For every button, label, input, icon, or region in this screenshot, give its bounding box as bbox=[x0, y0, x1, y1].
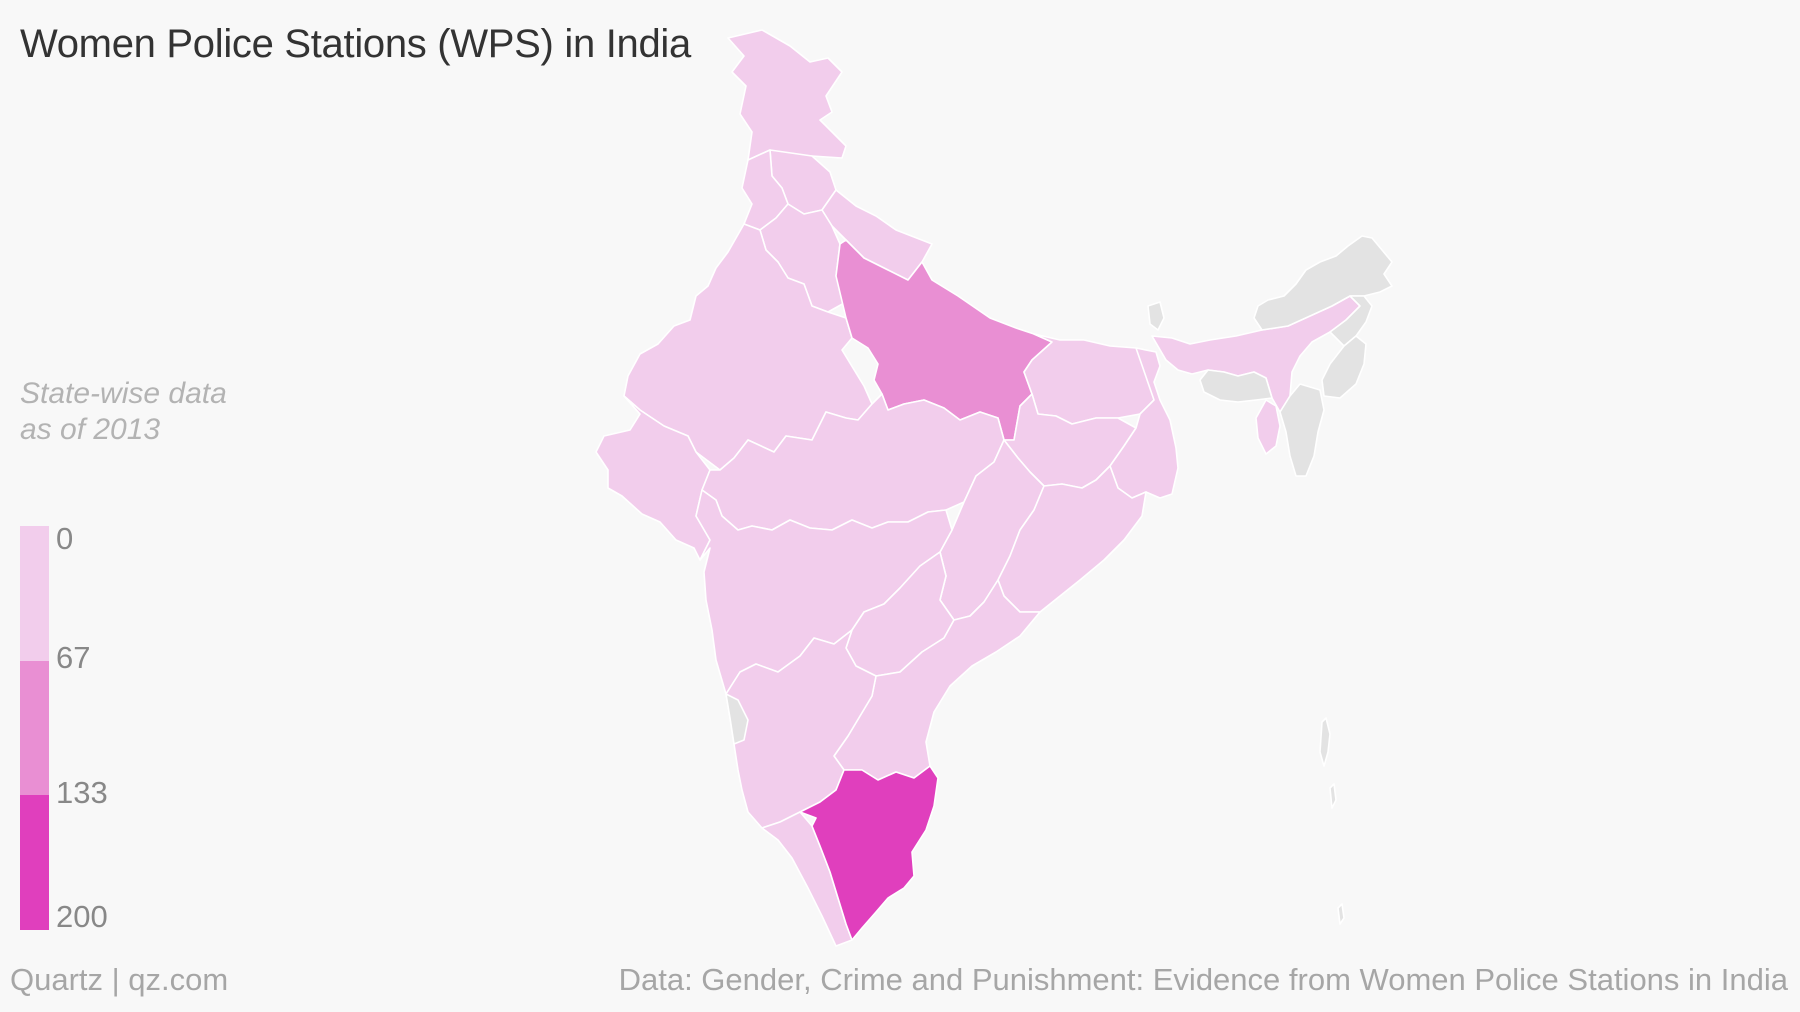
state-tripura bbox=[1255, 399, 1281, 455]
legend-label-133: 133 bbox=[56, 775, 108, 810]
state-manipur bbox=[1321, 335, 1367, 399]
state-arunachal-pradesh bbox=[1253, 235, 1393, 331]
data-source-note: Data: Gender, Crime and Punishment: Evid… bbox=[618, 962, 1788, 997]
legend-caption-line-2: as of 2013 bbox=[20, 413, 161, 446]
source-credit: Quartz | qz.com bbox=[10, 962, 229, 997]
state-sikkim bbox=[1147, 301, 1165, 331]
legend-caption-line-1: State-wise data bbox=[20, 377, 227, 410]
legend-label-200: 200 bbox=[56, 899, 108, 934]
state-meghalaya bbox=[1199, 369, 1273, 403]
legend-label-0: 0 bbox=[56, 521, 74, 556]
state-jammu-and-kashmir bbox=[727, 29, 847, 163]
state-karnataka bbox=[725, 629, 877, 829]
legend-label-67: 67 bbox=[56, 640, 91, 675]
chart-title: Women Police Stations (WPS) in India bbox=[20, 22, 691, 66]
legend-bin-67-133 bbox=[20, 661, 49, 795]
state-gujarat bbox=[595, 395, 711, 561]
legend-bin-133-200 bbox=[20, 795, 49, 930]
state-mizoram bbox=[1279, 383, 1325, 477]
legend-bin-0-67 bbox=[20, 526, 49, 661]
state-odisha bbox=[997, 465, 1147, 613]
legend-caption: State-wise data as of 2013 bbox=[20, 376, 227, 448]
state-andaman-and-nicobar-islands bbox=[1319, 717, 1345, 925]
state-west-bengal bbox=[1109, 347, 1179, 499]
state-goa bbox=[725, 693, 749, 745]
legend-color-scale bbox=[20, 526, 49, 930]
state-tamil-nadu bbox=[799, 765, 939, 941]
